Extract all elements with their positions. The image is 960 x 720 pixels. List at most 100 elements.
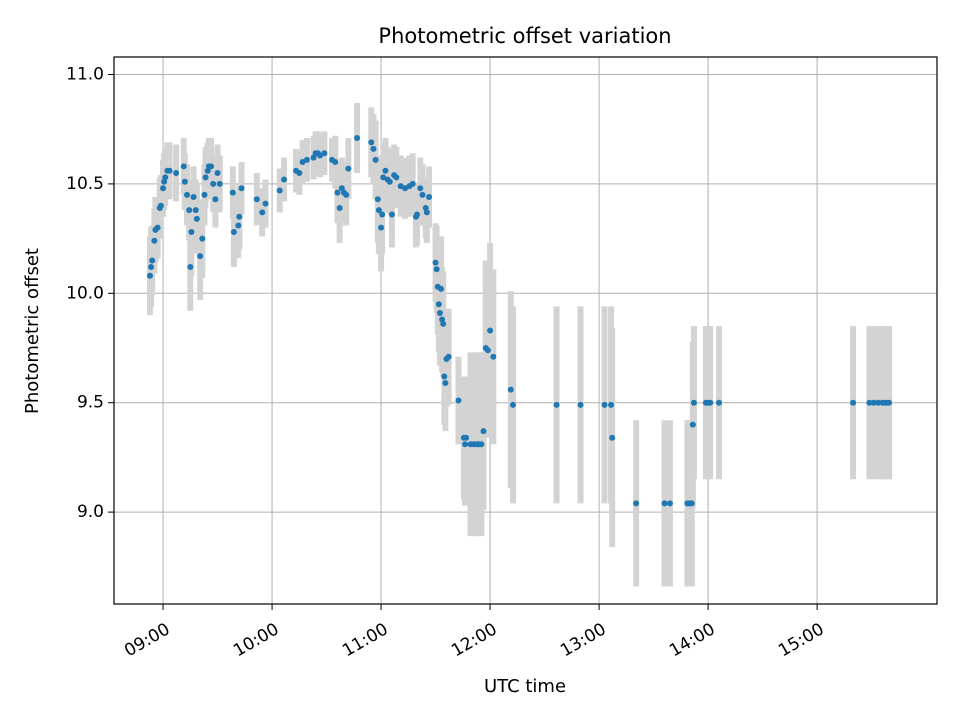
data-point [162, 174, 169, 181]
data-point [507, 386, 514, 393]
data-point [509, 401, 516, 408]
data-point [480, 428, 487, 435]
data-point [386, 178, 393, 185]
data-point [382, 167, 389, 174]
data-point [462, 441, 469, 448]
data-point [372, 156, 379, 163]
y-tick-label: 10.0 [66, 283, 104, 303]
data-point [343, 191, 350, 198]
data-point [375, 207, 382, 214]
data-point [661, 500, 668, 507]
data-point [370, 145, 377, 152]
data-point [445, 353, 452, 360]
data-point [345, 165, 352, 172]
chart-title: Photometric offset variation [378, 24, 671, 48]
data-point [455, 397, 462, 404]
data-point [238, 185, 245, 192]
data-point [419, 191, 426, 198]
data-point [149, 257, 156, 264]
data-point [870, 399, 877, 406]
data-point [442, 380, 449, 387]
data-point [354, 134, 361, 141]
data-point [490, 353, 497, 360]
data-point [432, 259, 439, 266]
data-point [379, 211, 386, 218]
data-point [417, 185, 424, 192]
data-point [160, 185, 167, 192]
y-axis-label: Photometric offset [22, 248, 43, 414]
data-point [553, 401, 560, 408]
data-point [253, 196, 260, 203]
data-point [463, 434, 470, 441]
data-point [666, 500, 673, 507]
data-point [212, 196, 219, 203]
data-point [378, 224, 385, 231]
data-point [409, 180, 416, 187]
data-point [423, 209, 430, 216]
data-point [608, 401, 615, 408]
data-point [216, 180, 223, 187]
data-point [154, 224, 161, 231]
data-point [208, 163, 215, 170]
data-point [368, 139, 375, 146]
data-point [435, 301, 442, 308]
data-point [433, 266, 440, 273]
data-points [146, 134, 893, 507]
data-point [414, 211, 421, 218]
data-point [321, 150, 328, 157]
data-point [236, 213, 243, 220]
data-point [609, 434, 616, 441]
data-point [276, 187, 283, 194]
data-point [148, 264, 155, 271]
x-axis-label: UTC time [484, 676, 566, 697]
data-point [180, 163, 187, 170]
data-point [173, 169, 180, 176]
data-point [688, 500, 695, 507]
data-point [201, 191, 208, 198]
data-point [157, 202, 164, 209]
data-point [146, 272, 153, 279]
data-point [184, 191, 191, 198]
data-point [601, 401, 608, 408]
data-point [181, 178, 188, 185]
data-point [633, 500, 640, 507]
data-point [487, 327, 494, 334]
data-point [707, 399, 714, 406]
data-point [577, 401, 584, 408]
data-point [230, 229, 237, 236]
y-axis-ticks: 9.0 9.5 10.0 10.5 11.0 [66, 65, 114, 522]
data-point [197, 253, 204, 260]
data-point [436, 309, 443, 316]
data-point [875, 399, 882, 406]
data-point [388, 211, 395, 218]
data-point [166, 167, 173, 174]
y-tick-label: 11.0 [66, 65, 104, 85]
data-point [441, 373, 448, 380]
data-point [850, 399, 857, 406]
data-point [281, 176, 288, 183]
y-tick-label: 9.0 [77, 502, 104, 522]
data-point [187, 264, 194, 271]
data-point [199, 235, 206, 242]
data-point [440, 320, 447, 327]
plot-frame [113, 56, 938, 605]
y-tick-label: 9.5 [77, 393, 104, 413]
data-point [393, 174, 400, 181]
data-point [334, 189, 341, 196]
data-point [190, 194, 197, 201]
data-point [259, 209, 266, 216]
data-point [188, 229, 195, 236]
data-point [336, 204, 343, 211]
data-point [296, 169, 303, 176]
data-point [886, 399, 893, 406]
data-point [715, 399, 722, 406]
data-point [426, 194, 433, 201]
data-point [235, 222, 242, 229]
data-point [151, 237, 158, 244]
data-point [192, 207, 199, 214]
data-point [866, 399, 873, 406]
data-point [210, 180, 217, 187]
data-point [438, 285, 445, 292]
y-tick-label: 10.5 [66, 174, 104, 194]
